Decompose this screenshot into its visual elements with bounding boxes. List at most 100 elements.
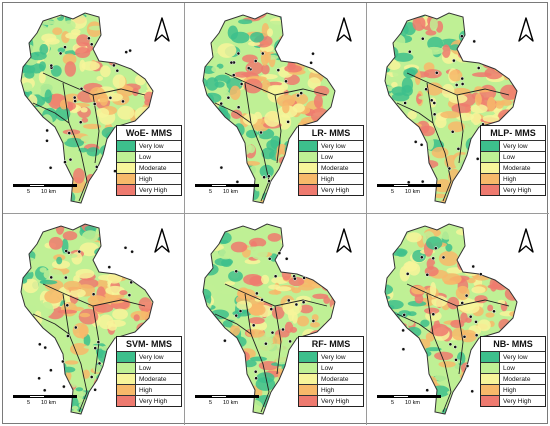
inventory-point xyxy=(476,66,481,70)
inventory-point xyxy=(96,340,101,344)
inventory-point xyxy=(432,112,437,117)
legend-swatch xyxy=(117,352,136,362)
map-legend: MLP- MMS Very low Low Moderate High Very High xyxy=(480,125,546,196)
inventory-point xyxy=(63,160,67,164)
inventory-point xyxy=(262,175,266,180)
inventory-point xyxy=(406,180,411,185)
inventory-point xyxy=(93,346,98,350)
inventory-point xyxy=(454,358,458,362)
inventory-point xyxy=(72,95,77,100)
inventory-point xyxy=(311,319,316,323)
inventory-point xyxy=(260,298,264,302)
legend-swatch xyxy=(299,163,318,173)
legend-swatch xyxy=(117,163,136,173)
legend-swatch xyxy=(117,152,136,162)
legend-item: Moderate xyxy=(299,373,363,384)
legend-item: Low xyxy=(481,362,545,373)
legend-swatch xyxy=(299,396,318,406)
legend-item: High xyxy=(299,173,363,184)
legend-label: High xyxy=(503,175,517,183)
inventory-point xyxy=(115,68,120,73)
legend-item: Low xyxy=(117,362,181,373)
legend-title: MLP- MMS xyxy=(490,128,536,138)
legend-label: Low xyxy=(139,364,151,372)
scale-label-start: 5 xyxy=(209,400,213,406)
inventory-point xyxy=(454,83,459,87)
legend-swatch xyxy=(117,174,136,184)
inventory-point xyxy=(93,387,97,392)
inventory-point xyxy=(234,269,239,274)
legend-item: Very low xyxy=(299,140,363,151)
legend-swatch xyxy=(117,185,136,195)
inventory-point xyxy=(447,166,452,171)
inventory-point xyxy=(288,339,292,344)
inventory-point xyxy=(460,76,465,81)
legend-item: Low xyxy=(117,151,181,162)
road-line xyxy=(426,293,452,413)
legend-label: Moderate xyxy=(503,164,531,172)
legend-item: Very low xyxy=(299,351,363,362)
region-boundary xyxy=(20,12,154,204)
inventory-point xyxy=(284,256,289,261)
legend-swatch xyxy=(117,385,136,395)
inventory-point xyxy=(62,384,66,389)
inventory-point xyxy=(460,34,464,39)
inventory-point xyxy=(407,49,412,54)
legend-item: Very High xyxy=(481,184,545,195)
scale-bar: 5 10 km xyxy=(13,184,83,200)
legend-item: Moderate xyxy=(481,373,545,384)
legend-swatch xyxy=(481,374,500,384)
legend-swatch xyxy=(299,352,318,362)
inventory-point xyxy=(277,251,282,255)
inventory-point xyxy=(450,129,455,134)
legend-label: Very low xyxy=(503,142,528,150)
inventory-point xyxy=(42,388,47,393)
legend-label: Very High xyxy=(503,397,532,405)
inventory-point xyxy=(121,99,125,104)
legend-item: Very low xyxy=(481,140,545,151)
legend-title: SVM- MMS xyxy=(126,339,172,349)
inventory-point xyxy=(301,300,306,305)
inventory-point xyxy=(91,292,96,297)
legend-item: Very low xyxy=(481,351,545,362)
inventory-point xyxy=(251,323,256,328)
legend-label: Very low xyxy=(139,353,164,361)
road-line xyxy=(62,293,88,413)
legend-swatch xyxy=(117,374,136,384)
legend-swatch xyxy=(117,363,136,373)
legend-label: Moderate xyxy=(321,375,349,383)
inventory-point xyxy=(419,255,424,260)
inventory-point xyxy=(66,334,70,338)
inventory-point xyxy=(296,93,300,98)
legend-swatch xyxy=(299,141,318,151)
map-legend: LR- MMS Very low Low Moderate High Very High xyxy=(298,125,364,196)
scale-bar: 5 10 km xyxy=(377,395,447,411)
inventory-point xyxy=(468,314,473,319)
inventory-point xyxy=(64,275,68,280)
legend-item: High xyxy=(481,384,545,395)
legend-label: High xyxy=(139,175,153,183)
inventory-point xyxy=(401,328,405,333)
legend-swatch xyxy=(481,163,500,173)
legend-swatch xyxy=(481,363,500,373)
legend-swatch xyxy=(117,141,136,151)
legend-label: Very High xyxy=(503,186,532,194)
inventory-point xyxy=(309,60,313,65)
inventory-point xyxy=(79,86,84,91)
road-line xyxy=(396,313,434,335)
legend-item: Moderate xyxy=(299,162,363,173)
legend-title: WoE- MMS xyxy=(125,128,173,138)
inventory-point xyxy=(264,341,268,346)
legend-item: Very High xyxy=(299,184,363,195)
inventory-point xyxy=(311,51,315,56)
inventory-point xyxy=(37,342,42,347)
legend-label: High xyxy=(321,386,335,394)
legend-swatch xyxy=(481,174,500,184)
scale-label-end: 10 km xyxy=(41,189,56,195)
scale-bar: 5 10 km xyxy=(13,395,83,411)
inventory-point xyxy=(471,264,476,269)
legend-label: Low xyxy=(503,364,515,372)
inventory-point xyxy=(254,376,258,381)
inventory-point xyxy=(49,368,53,373)
inventory-point xyxy=(405,272,410,276)
